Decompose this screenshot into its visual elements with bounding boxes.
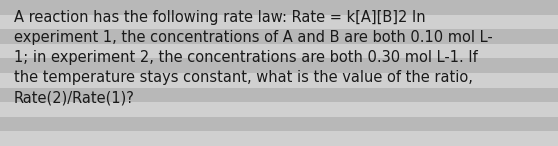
Bar [0,29,558,44]
Bar [0,15,558,29]
Bar [0,73,558,88]
Bar [0,44,558,58]
Bar [0,131,558,146]
Bar [0,88,558,102]
Bar [0,117,558,131]
Bar [0,58,558,73]
Text: A reaction has the following rate law: Rate = k[A][B]2 In
experiment 1, the conc: A reaction has the following rate law: R… [14,10,493,105]
Bar [0,0,558,15]
Bar [0,102,558,117]
